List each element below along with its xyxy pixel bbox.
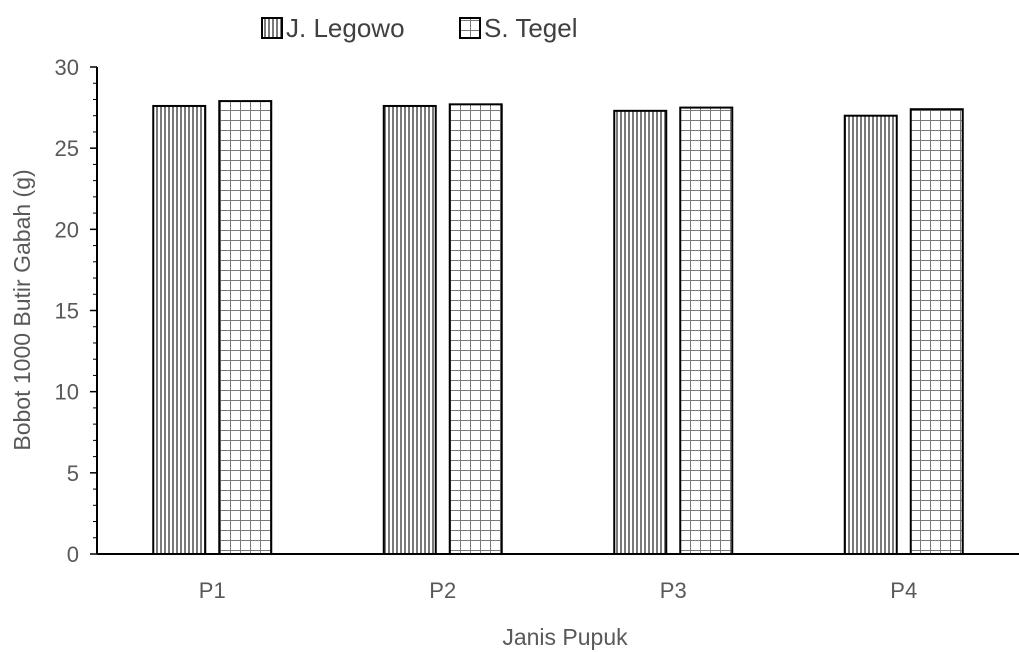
y-tick-label: 15 <box>55 299 79 324</box>
x-axis-title: Janis Pupuk <box>502 624 628 650</box>
legend: J. Legowo S. Tegel <box>261 13 577 43</box>
legend-swatch <box>261 17 283 39</box>
bar-p4-series-1 <box>843 114 898 555</box>
bar-p3-series-1 <box>613 109 668 556</box>
y-axis-title: Bobot 1000 Butir Gabah (g) <box>9 169 35 450</box>
bar-p3-series-2 <box>679 106 734 555</box>
x-tick-label: P1 <box>199 578 226 603</box>
legend-label: S. Tegel <box>484 13 577 43</box>
legend-label: J. Legowo <box>286 13 405 43</box>
bars-group <box>152 100 964 556</box>
y-tick-label: 10 <box>55 380 79 405</box>
x-tick-label: P4 <box>890 578 917 603</box>
bar-p2-series-2 <box>448 103 503 555</box>
x-axis: P1 P2 P3 P4 <box>97 553 1019 603</box>
y-tick-label: 5 <box>67 461 79 486</box>
y-tick-label: 25 <box>55 136 79 161</box>
x-tick-label: P2 <box>429 578 456 603</box>
bar-p1-series-1 <box>152 104 207 556</box>
y-axis: 0 5 10 15 20 25 30 <box>55 55 98 567</box>
bar-p1-series-2 <box>218 100 273 555</box>
y-tick-label: 0 <box>67 542 79 567</box>
bar-p2-series-1 <box>382 104 437 556</box>
y-tick-label: 20 <box>55 217 79 242</box>
bar-p4-series-2 <box>909 108 964 555</box>
x-tick-label: P3 <box>660 578 687 603</box>
legend-swatch <box>459 17 481 39</box>
y-tick-label: 30 <box>55 55 79 80</box>
